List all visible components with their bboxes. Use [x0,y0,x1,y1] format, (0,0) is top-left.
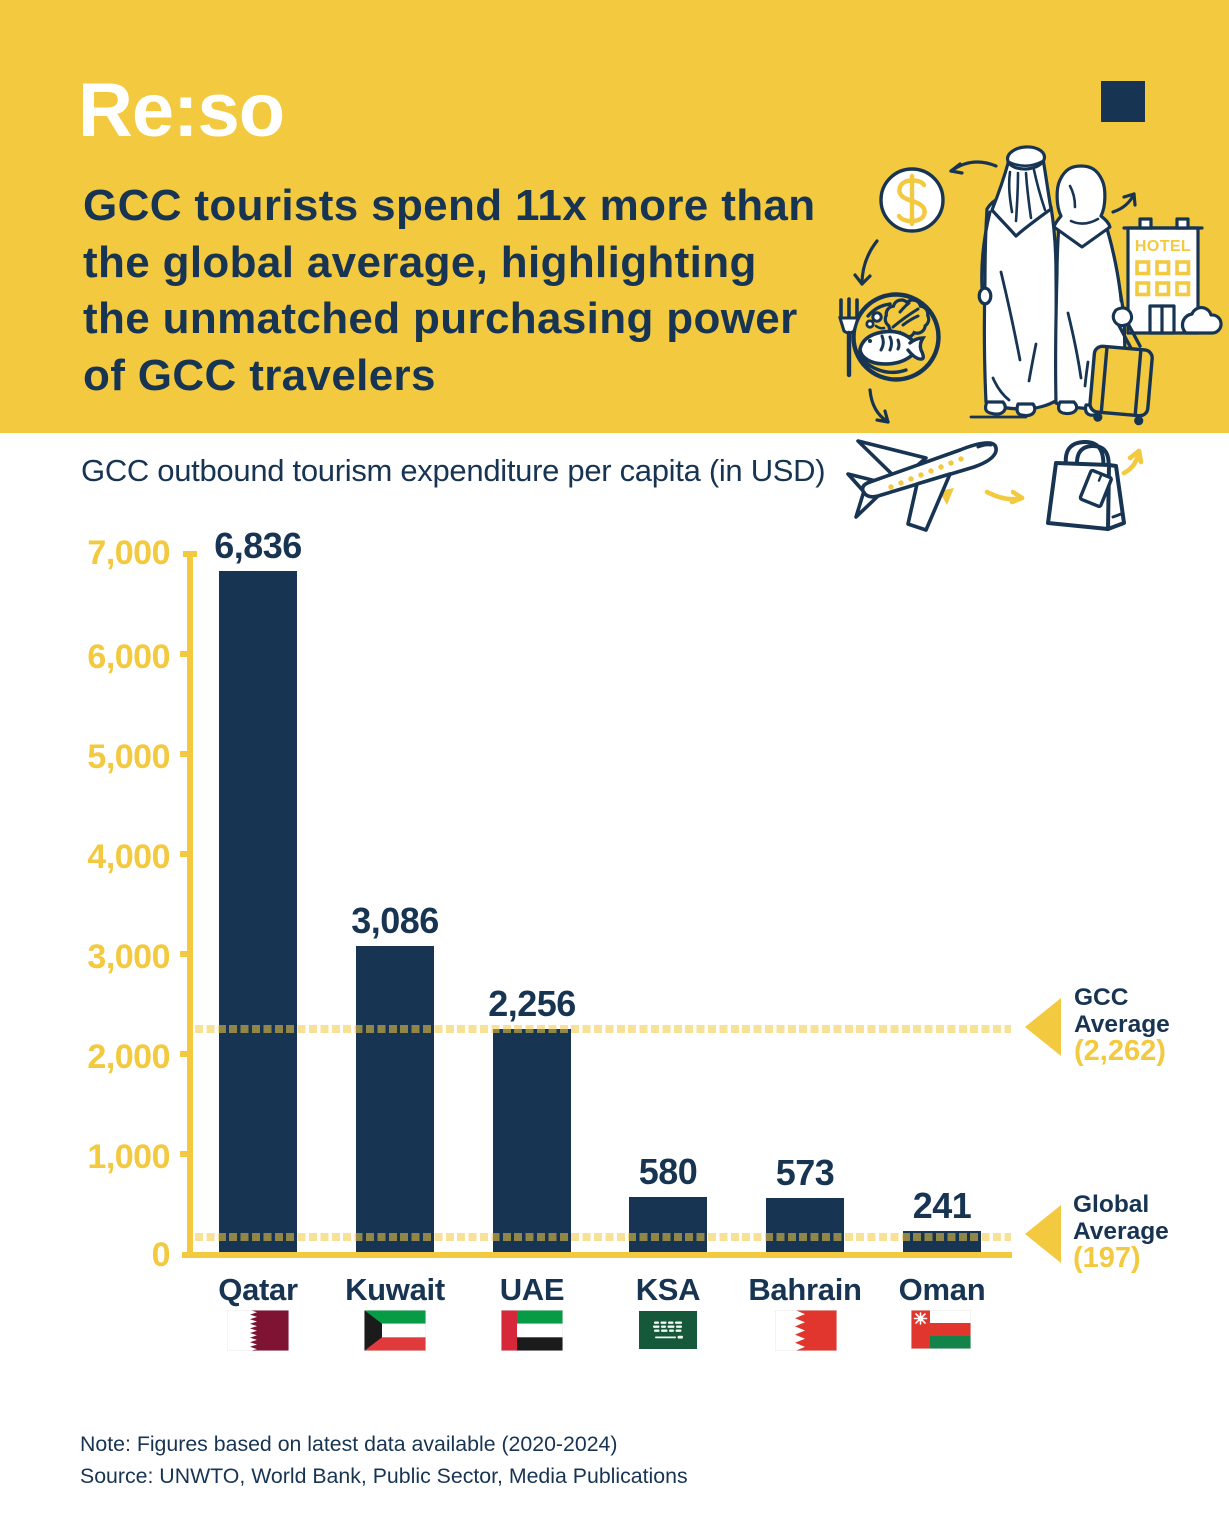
svg-text:HOTEL: HOTEL [1135,238,1191,255]
